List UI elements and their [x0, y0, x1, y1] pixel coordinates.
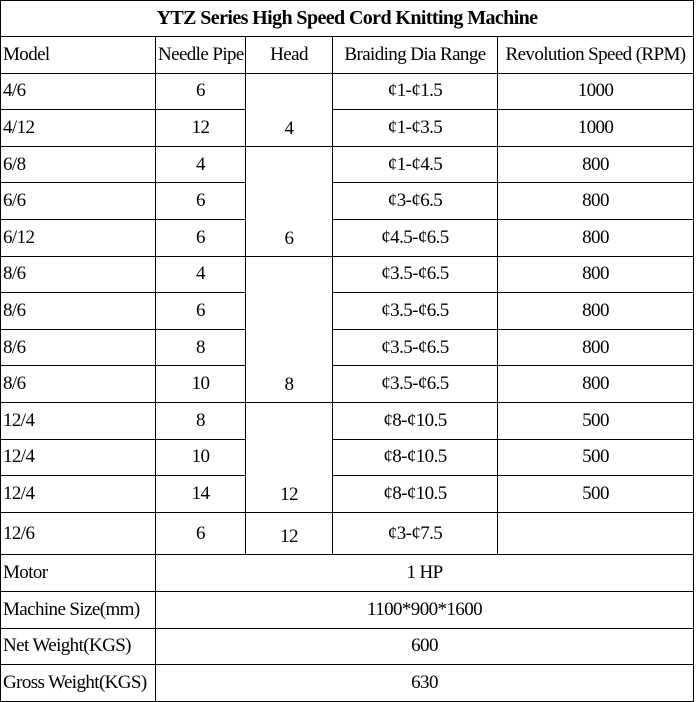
speed-cell: 1000: [496, 72, 695, 111]
machine-row: 12/4 10 ¢8-¢10.5 500: [0, 438, 695, 477]
speed-cell: 800: [496, 292, 695, 330]
braiding-cell: ¢3.5-¢6.5: [332, 365, 498, 403]
spec-row: Net Weight(KGS) 600: [0, 627, 695, 666]
needle-pipe-cell: 6: [155, 511, 246, 556]
model-cell: 8/6: [0, 292, 156, 330]
needle-pipe-cell: 10: [155, 365, 246, 403]
braiding-cell: ¢3-¢7.5: [332, 511, 498, 556]
empty-cell: [496, 511, 695, 556]
speed-cell: 500: [496, 475, 695, 513]
machine-row: 8/6 8 ¢3.5-¢6.5 800: [0, 328, 695, 367]
column-header: Model: [0, 36, 156, 74]
spec-label: Motor: [0, 554, 156, 592]
braiding-cell: ¢3.5-¢6.5: [332, 328, 498, 367]
machine-row: 4/12 12 ¢1-¢3.5 1000: [0, 109, 695, 147]
braiding-cell: ¢8-¢10.5: [332, 438, 498, 477]
head-cell: 4: [245, 72, 333, 147]
speed-cell: 800: [496, 255, 695, 294]
braiding-cell: ¢3-¢6.5: [332, 182, 498, 220]
needle-pipe-cell: 8: [155, 328, 246, 367]
braiding-cell: ¢4.5-¢6.5: [332, 218, 498, 257]
spec-row: Gross Weight(KGS) 630: [0, 664, 695, 702]
column-header: Revolution Speed (RPM): [496, 36, 695, 74]
needle-pipe-cell: 12: [155, 109, 246, 147]
needle-pipe-cell: 10: [155, 438, 246, 477]
machine-row: 8/6 4 8 ¢3.5-¢6.5 800: [0, 255, 695, 403]
machine-row: 6/8 4 6 ¢1-¢4.5 800: [0, 145, 695, 257]
braiding-cell: ¢3.5-¢6.5: [332, 292, 498, 330]
model-cell: 12/4: [0, 438, 156, 477]
model-cell: 8/6: [0, 255, 156, 294]
model-cell: 6/8: [0, 145, 156, 184]
head-cell: 12: [245, 511, 333, 556]
model-cell: 8/6: [0, 365, 156, 403]
needle-pipe-cell: 6: [155, 72, 246, 111]
needle-pipe-cell: 4: [155, 145, 246, 184]
braiding-cell: ¢3.5-¢6.5: [332, 255, 498, 294]
braiding-cell: ¢8-¢10.5: [332, 401, 498, 440]
model-cell: 12/6: [0, 511, 156, 556]
table-title: YTZ Series High Speed Cord Knitting Mach…: [0, 0, 695, 37]
model-cell: 8/6: [0, 328, 156, 367]
braiding-cell: ¢1-¢1.5: [332, 72, 498, 111]
braiding-cell: ¢1-¢4.5: [332, 145, 498, 184]
braiding-cell: ¢1-¢3.5: [332, 109, 498, 147]
spec-value: 1100*900*1600: [154, 590, 695, 629]
spec-label: Machine Size(mm): [0, 590, 156, 629]
machine-row: 12/6 6 12 ¢3-¢7.5: [0, 511, 695, 556]
model-cell: 6/6: [0, 182, 156, 220]
header-row: Model Needle Pipe Head Braiding Dia Range Re…: [0, 36, 695, 74]
needle-pipe-cell: 6: [155, 218, 246, 257]
title-row: YTZ Series High Speed Cord Knitting Mach…: [0, 0, 695, 37]
spec-label: Net Weight(KGS): [0, 627, 156, 666]
machine-row: 6/6 6 ¢3-¢6.5 800: [0, 182, 695, 220]
speed-cell: 800: [496, 365, 695, 403]
needle-pipe-cell: 6: [155, 292, 246, 330]
column-header: Head: [245, 36, 333, 74]
spec-label: Gross Weight(KGS): [0, 664, 156, 702]
spec-value: 1 HP: [154, 554, 695, 592]
machine-row: 12/4 8 12 ¢8-¢10.5 500: [0, 401, 695, 513]
spec-value: 630: [154, 664, 695, 702]
head-cell: 6: [245, 145, 333, 257]
machine-row: 8/6 10 ¢3.5-¢6.5 800: [0, 365, 695, 403]
needle-pipe-cell: 8: [155, 401, 246, 440]
model-cell: 4/6: [0, 72, 156, 111]
speed-cell: 500: [496, 401, 695, 440]
speed-cell: 1000: [496, 109, 695, 147]
machine-row: 4/6 6 4 ¢1-¢1.5 1000: [0, 72, 695, 147]
braiding-cell: ¢8-¢10.5: [332, 475, 498, 513]
machine-row: 6/12 6 ¢4.5-¢6.5 800: [0, 218, 695, 257]
machine-row: 12/4 14 ¢8-¢10.5 500: [0, 475, 695, 513]
column-header: Braiding Dia Range: [332, 36, 498, 74]
speed-cell: 800: [496, 145, 695, 184]
head-cell: 8: [245, 255, 333, 403]
model-cell: 12/4: [0, 401, 156, 440]
speed-cell: 800: [496, 218, 695, 257]
model-cell: 12/4: [0, 475, 156, 513]
model-cell: 4/12: [0, 109, 156, 147]
speed-cell: 800: [496, 182, 695, 220]
spec-row: Machine Size(mm) 1100*900*1600: [0, 590, 695, 629]
needle-pipe-cell: 4: [155, 255, 246, 294]
column-header: Needle Pipe: [155, 36, 246, 74]
model-cell: 6/12: [0, 218, 156, 257]
speed-cell: 500: [496, 438, 695, 477]
machine-row: 8/6 6 ¢3.5-¢6.5 800: [0, 292, 695, 330]
head-cell: 12: [245, 401, 333, 513]
spec-row: Motor 1 HP: [0, 554, 695, 592]
needle-pipe-cell: 6: [155, 182, 246, 220]
needle-pipe-cell: 14: [155, 475, 246, 513]
speed-cell: 800: [496, 328, 695, 367]
spec-value: 600: [154, 627, 695, 666]
